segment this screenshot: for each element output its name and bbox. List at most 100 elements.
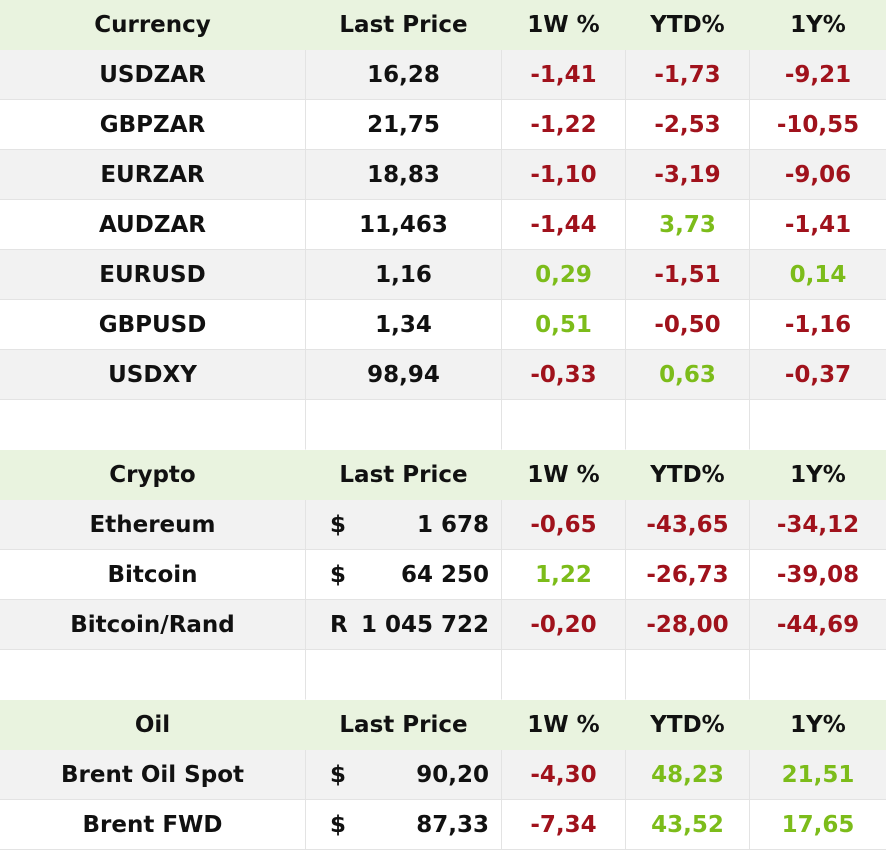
last-price: 1,34	[306, 300, 502, 350]
commodity-name: Brent FWD	[0, 800, 306, 850]
change-ytd: -3,19	[626, 150, 750, 200]
price-value: 87,33	[416, 811, 489, 838]
currency-symbol: $	[330, 511, 347, 538]
table-row: EURUSD 1,16 0,29 -1,51 0,14	[0, 250, 886, 300]
table-row: USDXY 98,94 -0,33 0,63 -0,37	[0, 350, 886, 400]
pair-name: GBPUSD	[0, 300, 306, 350]
spacer-cell	[750, 650, 886, 700]
spacer-cell	[750, 400, 886, 450]
pair-name: USDZAR	[0, 50, 306, 100]
last-price: 98,94	[306, 350, 502, 400]
change-ytd: -1,73	[626, 50, 750, 100]
spacer-cell	[626, 650, 750, 700]
last-price: $ 90,20	[306, 750, 502, 800]
change-1y: -1,41	[750, 200, 886, 250]
spacer-cell	[502, 400, 626, 450]
change-1y: 17,65	[750, 800, 886, 850]
change-1w: -1,41	[502, 50, 626, 100]
last-price: 11,463	[306, 200, 502, 250]
1y-col-header: 1Y%	[790, 461, 846, 488]
section-spacer	[0, 400, 886, 450]
asset-name: Bitcoin	[0, 550, 306, 600]
1w-col-header: 1W %	[527, 711, 600, 738]
change-1y: 0,14	[750, 250, 886, 300]
pair-name: AUDZAR	[0, 200, 306, 250]
table-row: Brent Oil Spot $ 90,20 -4,30 48,23 21,51	[0, 750, 886, 800]
last-price: 1,16	[306, 250, 502, 300]
table-row: EURZAR 18,83 -1,10 -3,19 -9,06	[0, 150, 886, 200]
table-row: GBPZAR 21,75 -1,22 -2,53 -10,55	[0, 100, 886, 150]
crypto-col-header: Crypto	[109, 461, 196, 488]
change-1y: -0,37	[750, 350, 886, 400]
ytd-col-header: YTD%	[650, 461, 725, 488]
change-1y: -34,12	[750, 500, 886, 550]
change-1w: -4,30	[502, 750, 626, 800]
last-price: R 1 045 722	[306, 600, 502, 650]
1w-col-header: 1W %	[527, 11, 600, 38]
table-row: Bitcoin $ 64 250 1,22 -26,73 -39,08	[0, 550, 886, 600]
change-1w: 1,22	[502, 550, 626, 600]
last-price-col-header: Last Price	[339, 11, 468, 38]
change-1y: -10,55	[750, 100, 886, 150]
oil-col-header: Oil	[134, 711, 171, 738]
change-1w: -0,33	[502, 350, 626, 400]
last-price: $ 64 250	[306, 550, 502, 600]
pair-name: USDXY	[0, 350, 306, 400]
spacer-cell	[502, 650, 626, 700]
change-1w: 0,51	[502, 300, 626, 350]
spacer-cell	[306, 650, 502, 700]
currency-symbol: R	[330, 611, 348, 638]
change-1y: -9,06	[750, 150, 886, 200]
change-1w: -0,20	[502, 600, 626, 650]
section-spacer	[0, 650, 886, 700]
change-1y: -9,21	[750, 50, 886, 100]
crypto-header-row: Crypto Last Price 1W % YTD% 1Y%	[0, 450, 886, 500]
currency-col-header: Currency	[94, 11, 211, 38]
change-1y: 21,51	[750, 750, 886, 800]
spacer-cell	[306, 400, 502, 450]
ytd-col-header: YTD%	[650, 711, 725, 738]
last-price: $ 87,33	[306, 800, 502, 850]
table-row: Brent FWD $ 87,33 -7,34 43,52 17,65	[0, 800, 886, 850]
change-ytd: 0,63	[626, 350, 750, 400]
change-ytd: -1,51	[626, 250, 750, 300]
currency-symbol: $	[330, 811, 347, 838]
currency-symbol: $	[330, 561, 347, 588]
change-ytd: 43,52	[626, 800, 750, 850]
price-value: 90,20	[416, 761, 489, 788]
last-price-col-header: Last Price	[339, 711, 468, 738]
last-price: $ 1 678	[306, 500, 502, 550]
change-ytd: -43,65	[626, 500, 750, 550]
last-price-col-header: Last Price	[339, 461, 468, 488]
table-row: GBPUSD 1,34 0,51 -0,50 -1,16	[0, 300, 886, 350]
change-1w: 0,29	[502, 250, 626, 300]
change-ytd: -26,73	[626, 550, 750, 600]
asset-name: Bitcoin/Rand	[0, 600, 306, 650]
currency-header-row: Currency Last Price 1W % YTD% 1Y%	[0, 0, 886, 50]
price-value: 64 250	[400, 561, 489, 588]
pair-name: GBPZAR	[0, 100, 306, 150]
change-ytd: 3,73	[626, 200, 750, 250]
change-1w: -1,22	[502, 100, 626, 150]
change-1w: -0,65	[502, 500, 626, 550]
change-1y: -39,08	[750, 550, 886, 600]
spacer-cell	[0, 650, 306, 700]
change-1y: -44,69	[750, 600, 886, 650]
spacer-cell	[626, 400, 750, 450]
price-value: 1 045 722	[360, 611, 489, 638]
pair-name: EURUSD	[0, 250, 306, 300]
commodity-name: Brent Oil Spot	[0, 750, 306, 800]
1y-col-header: 1Y%	[790, 711, 846, 738]
ytd-col-header: YTD%	[650, 11, 725, 38]
change-1w: -7,34	[502, 800, 626, 850]
table-row: USDZAR 16,28 -1,41 -1,73 -9,21	[0, 50, 886, 100]
1y-col-header: 1Y%	[790, 11, 846, 38]
change-ytd: 48,23	[626, 750, 750, 800]
change-1w: -1,44	[502, 200, 626, 250]
change-ytd: -0,50	[626, 300, 750, 350]
last-price: 18,83	[306, 150, 502, 200]
last-price: 16,28	[306, 50, 502, 100]
table-row: AUDZAR 11,463 -1,44 3,73 -1,41	[0, 200, 886, 250]
change-ytd: -2,53	[626, 100, 750, 150]
